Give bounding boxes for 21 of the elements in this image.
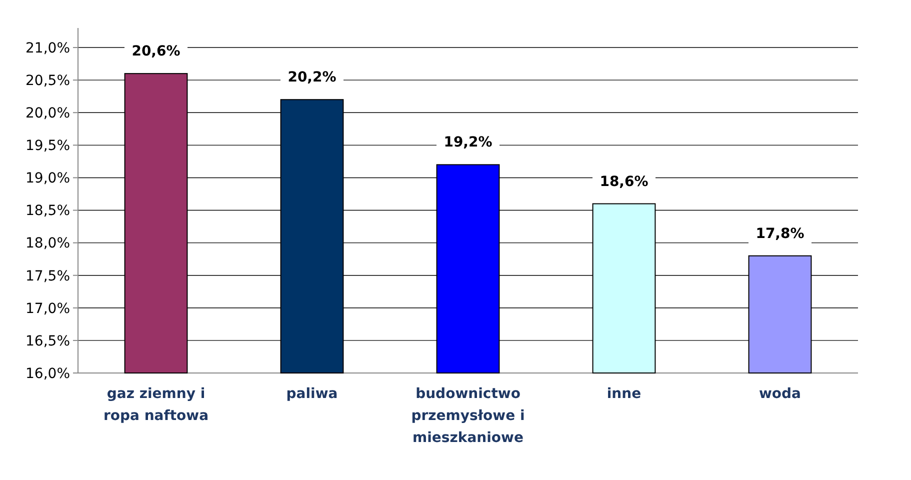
x-tick-label: inne [606,386,642,402]
y-tick-label: 18,0% [26,236,70,252]
x-tick-label: budownictwo przemysłowe i mieszkaniowe [411,386,525,446]
data-label: 19,2% [444,134,492,151]
y-tick-label: 19,5% [26,138,70,154]
x-tick-label: paliwa [286,386,338,402]
y-tick-label: 21,0% [26,40,70,56]
y-tick-label: 16,0% [26,366,70,382]
data-label: 20,6% [132,44,180,60]
data-label: 20,2% [288,70,336,86]
y-tick-label: 19,0% [26,170,70,187]
data-label: 18,6% [600,174,648,190]
y-tick-label: 20,5% [26,72,70,89]
data-label: 17,8% [756,226,804,242]
y-tick-label: 20,0% [26,106,70,122]
x-tick-label: woda [758,386,802,402]
x-tick-label: gaz ziemny i ropa naftowa [103,386,209,424]
y-tick-label: 16,5% [26,333,70,350]
y-tick-label: 18,5% [26,203,70,220]
y-tick-label: 17,5% [26,268,70,284]
y-tick-label: 17,0% [26,300,70,317]
